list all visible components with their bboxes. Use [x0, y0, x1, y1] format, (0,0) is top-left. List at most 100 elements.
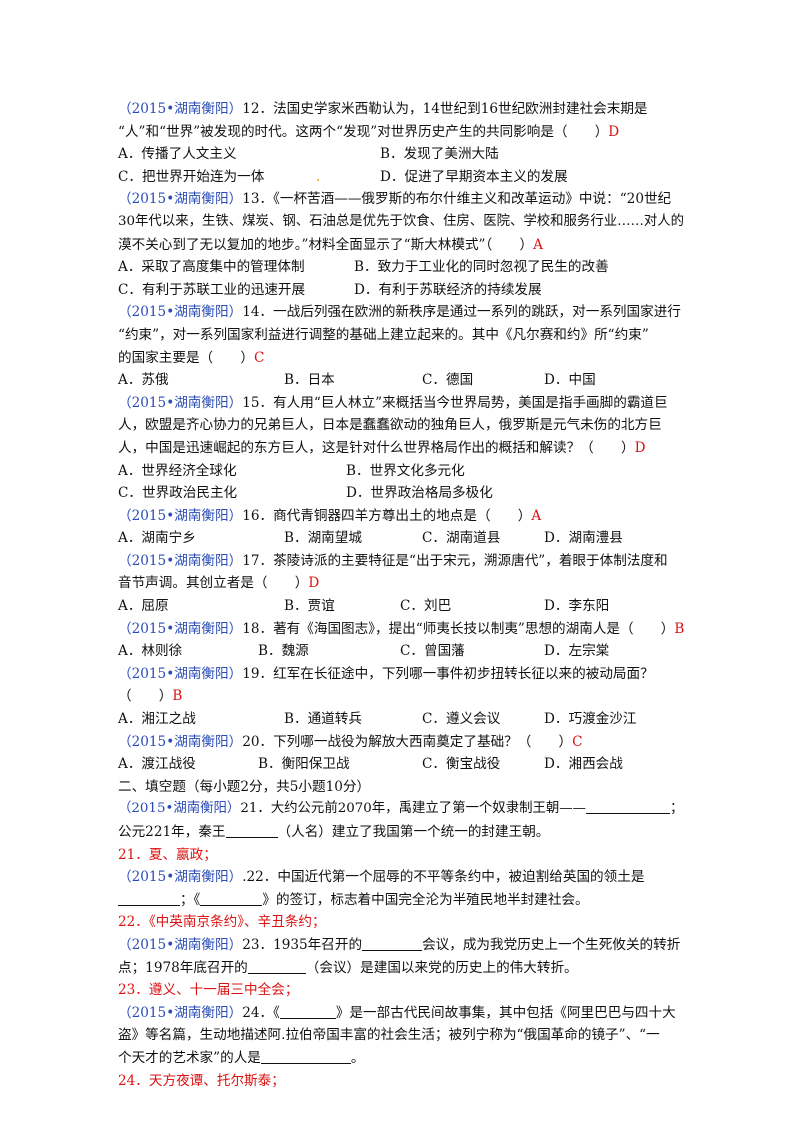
question-15-line-2: 人，欧盟是齐心协力的兄弟巨人，日本是蠢蠢欲动的独角巨人，俄罗斯是元气未伤的北方巨 — [118, 414, 688, 437]
question-12-line-2: “人”和“世界”被发现的时代。这两个“发现”对世界历史产生的共同影响是（ ）D — [118, 121, 688, 144]
option-a: A．渡江战役 — [118, 756, 196, 773]
question-text: 公元221年，秦王 — [118, 824, 226, 840]
question-17-line-2: 音节声调。其创立者是（ ）D — [118, 572, 688, 595]
option-d: D．中国 — [544, 372, 596, 389]
stray-dot: . — [316, 168, 321, 185]
option-b: B．通道转兵 — [284, 711, 362, 728]
question-text: 15．有人用“巨人林立”来概括当今世界局势，美国是指手画脚的霸道巨 — [242, 394, 668, 411]
question-text: 14．一战后列强在欧洲的新秩序是通过一系列的跳跃，对一系列国家进行 — [242, 304, 681, 321]
question-text: 》的签订，标志着中国完全沦为半殖民地半封建社会。 — [262, 891, 589, 908]
answer-mark: B — [674, 620, 685, 637]
option-b: B．日本 — [284, 372, 335, 389]
blank-line — [362, 936, 423, 951]
option-d: D．湖南澧县 — [544, 530, 623, 547]
source-tag: （2015•湖南衡阳） — [118, 733, 243, 750]
question-24-line-2: 盗》等名篇，生动地描述阿.拉伯帝国丰富的社会生活；被列宁称为“俄国革命的镜子”、… — [118, 1024, 688, 1047]
answer-line-23: 23．遵义、十一届三中全会； — [118, 979, 688, 1002]
question-text: 会议，成为我党历史上一个生死攸关的转折 — [422, 936, 681, 953]
question-23-line-2: 点；1978年底召开的 （会议）是建国以来党的历史上的伟大转折。 — [118, 957, 688, 980]
question-text: ；《 — [180, 891, 201, 908]
option-d: D．左宗棠 — [544, 643, 610, 660]
question-text: 21．大约公元前2070年，禹建立了第一个奴隶制王朝—— — [240, 801, 587, 817]
answer-mark: C — [572, 733, 583, 750]
answer-text: 22．《中英南京条约》、辛丑条约； — [118, 914, 326, 931]
blank-line — [247, 959, 306, 974]
question-text: 盗》等名篇，生动地描述阿.拉伯帝国丰富的社会生活；被列宁称为“俄国革命的镜子”、… — [118, 1027, 660, 1044]
answer-text: 21．夏、嬴政； — [118, 846, 217, 863]
answer-line-22: 22．《中英南京条约》、辛丑条约； — [118, 911, 688, 934]
question-22-line-1: （2015•湖南衡阳）.22．中国近代第一个屈辱的不平等条约中，被迫割给英国的领… — [118, 866, 688, 889]
option-b: B．魏源 — [258, 643, 309, 660]
question-text: 16．商代青铜器四羊方尊出土的地点是（ ） — [242, 507, 532, 524]
question-14-line-2: “约束”，对一系列国家利益进行调整的基础上建立起来的。其中《凡尔赛和约》所“约束… — [118, 324, 688, 347]
option-d: D．促进了早期资本主义的发展 — [380, 168, 568, 185]
question-19-line-2: （ ）B — [118, 685, 688, 708]
answer-mark: A — [531, 507, 542, 524]
question-text: （ ） — [118, 688, 173, 705]
option-c: C．衡宝战役 — [422, 756, 501, 773]
source-tag: （2015•湖南衡阳） — [118, 1004, 243, 1021]
question-text: “约束”，对一系列国家利益进行调整的基础上建立起来的。其中《凡尔赛和约》所“约束… — [118, 326, 649, 343]
question-text: 人，中国是迅速崛起的东方巨人，这是针对什么世界格局作出的概括和解读？（ ） — [118, 439, 635, 456]
question-text: 点；1978年底召开的 — [118, 959, 248, 976]
option-a: A．苏俄 — [118, 372, 169, 389]
source-tag: （2015•湖南衡阳） — [118, 394, 243, 411]
answer-mark: C — [253, 349, 265, 366]
question-19-line-1: （2015•湖南衡阳）19．红军在长征途中，下列哪一事件初步扭转长征以来的被动局… — [118, 663, 688, 686]
source-tag: （2015•湖南衡阳） — [118, 801, 241, 817]
option-d: D．巧渡金沙江 — [544, 711, 637, 728]
option-c: C．德国 — [422, 372, 474, 389]
option-c: C．有利于苏联工业的迅速开展 — [118, 281, 306, 298]
question-text: 的国家主要是（ ） — [118, 349, 254, 366]
exam-page: （2015•湖南衡阳） 12．法国史学家米西勒认为，14世纪到16世纪欧洲封建社会… — [118, 98, 688, 1092]
question-14-line-3: 的国家主要是（ ）C — [118, 347, 688, 370]
answer-mark: B — [172, 688, 183, 705]
source-tag: （2015•湖南衡阳） — [118, 304, 243, 321]
question-24-line-1: （2015•湖南衡阳）24．《 》是一部古代民间故事集，其中包括《阿里巴巴与四十大 — [118, 1002, 688, 1025]
option-c: C．刘巴 — [400, 598, 452, 615]
question-15-options-ab: A．世界经济全球化 B．世界文化多元化 — [118, 460, 688, 483]
question-text: 19．红军在长征途中，下列哪一事件初步扭转长征以来的被动局面？ — [242, 665, 654, 682]
question-21-line-1: （2015•湖南衡阳）21．大约公元前2070年，禹建立了第一个奴隶制王朝—— ； — [118, 798, 688, 821]
question-15-options-cd: C．世界政治民主化 D．世界政治格局多极化 — [118, 482, 688, 505]
question-17-options: A．屈原 B．贾谊 C．刘巴 D．李东阳 — [118, 595, 688, 618]
blank-line — [260, 1049, 351, 1064]
source-tag: （2015•湖南衡阳） — [118, 507, 243, 524]
question-text: （会议）是建国以来党的历史上的伟大转折。 — [305, 959, 578, 976]
answer-line-21: 21．夏、嬴政； — [118, 844, 688, 867]
answer-text: 24．天方夜谭、托尔斯泰； — [118, 1072, 285, 1089]
question-15-line-1: （2015•湖南衡阳）15．有人用“巨人林立”来概括当今世界局势，美国是指手画脚… — [118, 392, 688, 415]
option-a: A．湘江之战 — [118, 711, 196, 728]
answer-mark: A — [533, 236, 543, 253]
question-text: 人，欧盟是齐心协力的兄弟巨人，日本是蠢蠢欲动的独角巨人，俄罗斯是元气未伤的北方巨 — [118, 417, 662, 434]
blank-line — [118, 891, 180, 906]
option-d: D．世界政治格局多极化 — [346, 485, 493, 502]
option-b: B．湖南望城 — [284, 530, 362, 547]
option-c: C．世界政治民主化 — [118, 485, 238, 502]
question-text: 30年代以来，生铁、煤炭、钢、石油总是优先于饮食、住房、医院、学校和服务行业……… — [118, 213, 685, 229]
answer-line-24: 24．天方夜谭、托尔斯泰； — [118, 1070, 688, 1093]
question-text: 》是一部古代民间故事集，其中包括《阿里巴巴与四十大 — [335, 1004, 676, 1021]
question-21-line-2: 公元221年，秦王 （人名）建立了我国第一个统一的封建王朝。 — [118, 821, 688, 844]
option-c: C．把世界开始连为一体 — [118, 168, 265, 185]
question-18-line-1: （2015•湖南衡阳）18．著有《海国图志》，提出“师夷长技以制夷”思想的湖南人… — [118, 618, 688, 641]
answer-mark: D — [308, 575, 320, 592]
question-20-line-1: （2015•湖南衡阳）20．下列哪一战役为解放大西南奠定了基础？（ ）C — [118, 731, 688, 754]
source-tag: （2015•湖南衡阳） — [118, 665, 243, 682]
question-text: 音节声调。其创立者是（ ） — [118, 575, 309, 592]
question-12-options-ab: A．传播了人文主义 B．发现了美洲大陆 — [118, 143, 688, 166]
option-d: D．湘西会战 — [544, 756, 623, 773]
blank-line — [279, 1004, 336, 1019]
question-22-line-2: ；《 》的签订，标志着中国完全沦为半殖民地半封建社会。 — [118, 889, 688, 912]
option-c: C．曾国藩 — [400, 643, 465, 660]
option-a: A．湖南宁乡 — [118, 530, 196, 547]
blank-line — [200, 891, 263, 906]
blank-line — [586, 799, 671, 815]
question-17-line-1: （2015•湖南衡阳）17．茶陵诗派的主要特征是“出于宋元，溯源唐代”，着眼于体… — [118, 550, 688, 573]
question-text: 。 — [350, 1049, 365, 1066]
question-text: 18．著有《海国图志》，提出“师夷长技以制夷”思想的湖南人是（ ） — [242, 620, 675, 637]
question-text: 漠不关心到了无以复加的地步。”材料全面显示了“斯大林模式”（ ） — [118, 236, 534, 253]
section-title: 二、填空题（每小题2分，共5小题10分） — [118, 778, 371, 795]
question-text: 12．法国史学家米西勒认为，14世纪到16世纪欧洲封建社会末期是 — [242, 101, 648, 117]
question-text: 23．1935年召开的 — [242, 936, 363, 953]
